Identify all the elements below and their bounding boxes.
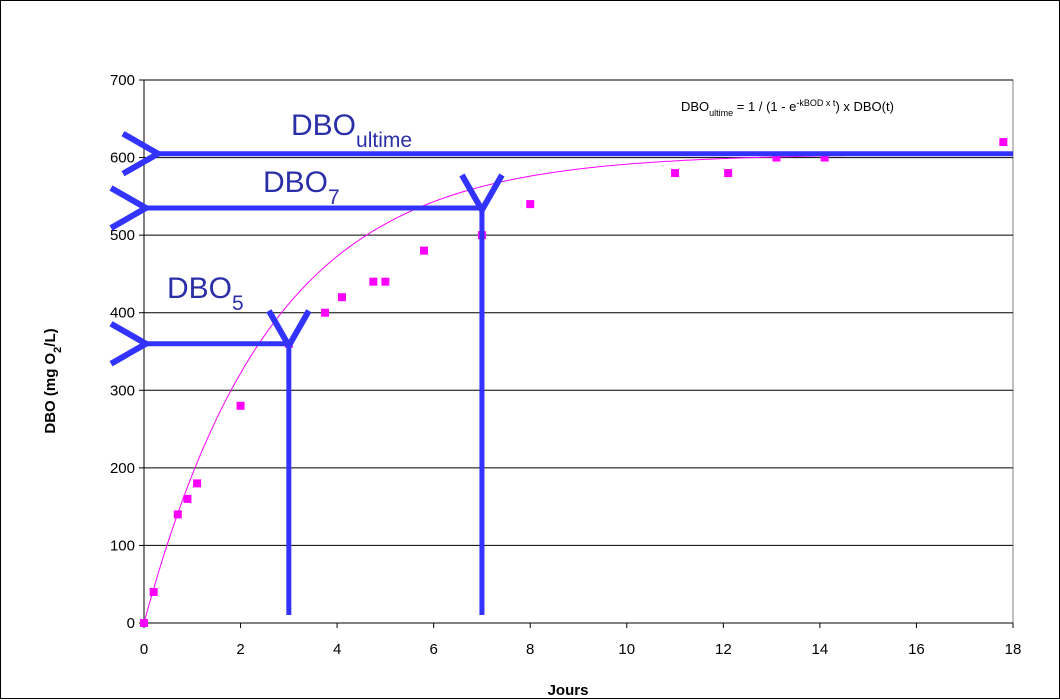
- x-tick-label: 18: [1005, 641, 1022, 658]
- y-tick-label: 300: [110, 382, 135, 399]
- x-axis-ticks: 0 2 4 6 8 10 12 14 16 18: [140, 622, 1022, 658]
- x-tick-label: 14: [812, 641, 829, 658]
- data-point: [149, 587, 158, 596]
- data-point: [337, 293, 346, 302]
- data-point: [173, 510, 182, 519]
- x-tick-label: 4: [333, 641, 341, 658]
- formula-annotation: DBOultime = 1 / (1 - e-kBOD x t) x DBO(t…: [681, 98, 894, 118]
- data-point: [820, 153, 829, 162]
- dbo-5-label: DBO5: [167, 272, 244, 315]
- data-point: [724, 169, 733, 178]
- data-point: [236, 401, 245, 410]
- y-tick-label: 500: [110, 227, 135, 244]
- x-tick-label: 0: [140, 641, 148, 658]
- data-point: [140, 619, 148, 627]
- data-point: [369, 277, 378, 286]
- y-tick-label: 100: [110, 537, 135, 554]
- data-point: [381, 277, 390, 286]
- annotation-arrows: [109, 131, 1013, 615]
- x-tick-label: 16: [908, 641, 925, 658]
- data-point: [671, 169, 680, 178]
- y-axis-ticks: 0 100 200 300 400 500 600 700: [110, 72, 145, 632]
- y-tick-label: 600: [110, 150, 135, 167]
- y-tick-label: 200: [110, 460, 135, 477]
- x-tick-label: 2: [236, 641, 244, 658]
- data-point: [526, 200, 535, 209]
- plot-area: [143, 79, 1014, 624]
- data-point: [321, 308, 330, 317]
- y-tick-label: 700: [110, 72, 135, 89]
- y-axis-title: DBO (mg O2/L): [42, 328, 64, 433]
- data-point: [999, 138, 1008, 147]
- data-point: [772, 153, 781, 162]
- x-tick-label: 10: [618, 641, 635, 658]
- dbo-7-label: DBO7: [263, 166, 340, 209]
- data-point: [420, 246, 429, 255]
- x-tick-label: 8: [526, 641, 534, 658]
- data-point: [183, 494, 192, 503]
- data-point: [193, 479, 202, 488]
- y-tick-label: 400: [110, 305, 135, 322]
- y-tick-label: 0: [127, 615, 135, 632]
- x-tick-label: 12: [715, 641, 732, 658]
- x-axis-title: Jours: [548, 682, 589, 699]
- dbo-ultime-label: DBOultime: [291, 109, 412, 152]
- x-tick-label: 6: [429, 641, 437, 658]
